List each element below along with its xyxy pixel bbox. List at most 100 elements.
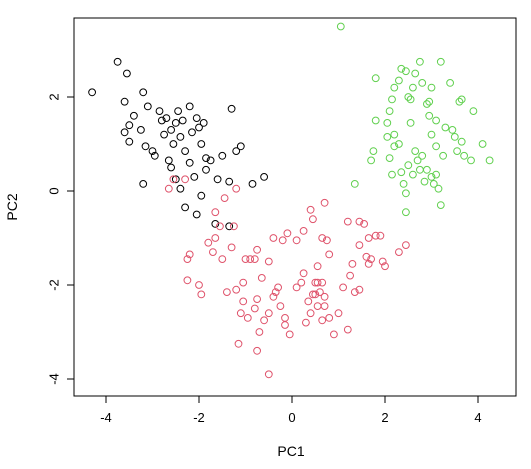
data-point	[397, 168, 406, 177]
data-point	[409, 83, 417, 92]
data-point	[169, 175, 178, 184]
data-point	[316, 288, 324, 297]
data-point	[239, 278, 248, 287]
data-point	[150, 151, 159, 160]
data-point	[309, 215, 317, 224]
data-point	[281, 321, 289, 329]
data-point	[350, 180, 359, 188]
data-point	[434, 184, 443, 193]
data-point	[390, 142, 399, 151]
data-point	[339, 283, 348, 292]
data-point	[243, 314, 252, 322]
data-point	[457, 137, 466, 146]
data-point	[343, 325, 352, 334]
data-point	[436, 57, 445, 66]
data-point	[432, 116, 441, 125]
data-point	[409, 170, 417, 179]
data-point	[113, 57, 122, 66]
data-point	[406, 95, 415, 104]
data-point	[425, 97, 434, 106]
points-layer	[88, 22, 494, 379]
data-point	[225, 177, 234, 186]
data-point	[402, 208, 410, 217]
data-point	[416, 165, 424, 174]
data-point	[306, 309, 315, 318]
data-point	[218, 151, 227, 160]
data-point	[429, 180, 438, 188]
y-axis: -4 -2 0 2	[47, 93, 75, 385]
data-point	[418, 151, 427, 160]
data-point	[143, 102, 152, 111]
data-point	[334, 309, 343, 318]
data-point	[164, 184, 173, 193]
data-point	[274, 283, 283, 292]
data-point	[395, 140, 403, 148]
data-point	[241, 255, 250, 264]
data-point	[199, 119, 208, 127]
data-point	[185, 102, 194, 111]
data-point	[213, 175, 222, 184]
data-point	[236, 142, 245, 151]
data-point	[299, 269, 308, 278]
data-point	[364, 234, 373, 242]
data-point	[402, 67, 410, 76]
data-point	[302, 318, 310, 327]
data-point	[313, 278, 322, 287]
data-point	[181, 175, 190, 184]
data-point	[285, 330, 294, 339]
data-point	[383, 119, 392, 127]
data-point	[234, 339, 243, 348]
data-point	[125, 121, 134, 130]
data-point	[309, 290, 317, 299]
data-point	[448, 125, 457, 134]
data-point	[211, 220, 220, 228]
data-point	[369, 147, 378, 156]
data-point	[183, 255, 192, 264]
data-point	[164, 156, 173, 165]
data-point	[346, 271, 355, 280]
data-point	[297, 278, 306, 287]
x-tick-label: -2	[193, 410, 205, 425]
data-point	[176, 184, 185, 193]
data-point	[225, 222, 234, 231]
data-point	[139, 180, 148, 188]
data-point	[399, 180, 408, 188]
data-point	[371, 74, 380, 83]
data-point	[188, 128, 196, 137]
data-point	[232, 184, 241, 193]
data-point	[355, 241, 364, 250]
data-point	[355, 217, 364, 226]
data-point	[318, 278, 327, 287]
data-point	[253, 346, 262, 355]
data-point	[227, 104, 236, 113]
data-point	[209, 248, 217, 257]
data-point	[320, 302, 329, 311]
data-point	[248, 180, 257, 188]
data-point	[130, 111, 138, 120]
data-point	[162, 114, 171, 122]
data-point	[271, 288, 280, 297]
data-point	[197, 191, 206, 200]
data-point	[283, 229, 292, 238]
y-tick-label: -4	[47, 373, 62, 385]
data-point	[195, 123, 203, 132]
data-point	[455, 97, 464, 106]
data-point	[355, 285, 364, 294]
x-tick-label: -4	[100, 410, 112, 425]
data-point	[460, 151, 469, 160]
data-point	[292, 236, 301, 245]
plot-frame	[73, 17, 517, 397]
data-point	[123, 69, 131, 78]
data-point	[276, 302, 285, 311]
data-point	[232, 147, 241, 156]
y-axis-title: PC2	[4, 193, 20, 220]
data-point	[183, 276, 192, 285]
data-point	[432, 170, 441, 179]
data-point	[376, 231, 385, 240]
data-point	[137, 125, 145, 134]
data-point	[313, 262, 322, 271]
data-point	[423, 165, 431, 174]
data-point	[178, 116, 187, 125]
data-point	[453, 147, 462, 156]
